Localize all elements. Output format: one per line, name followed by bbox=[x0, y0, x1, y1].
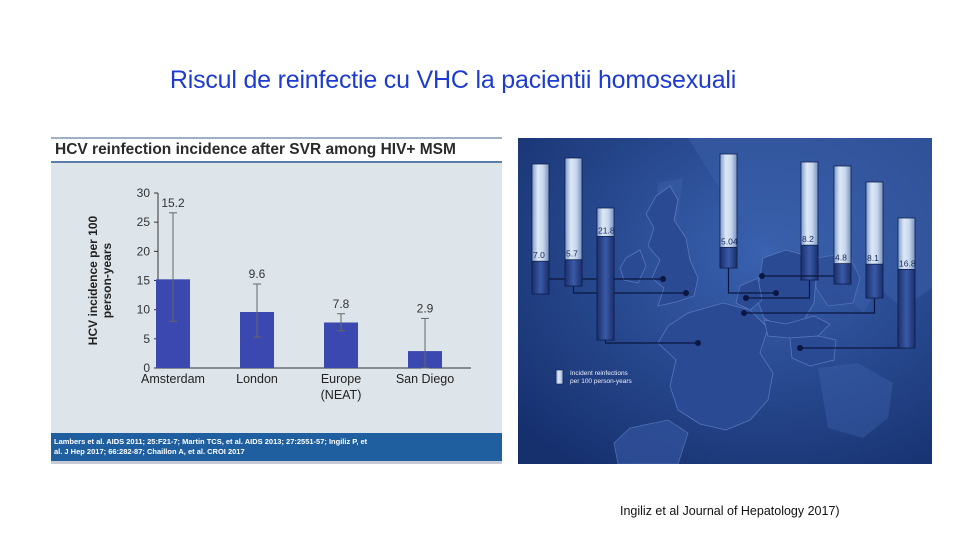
category-label: London bbox=[236, 372, 278, 386]
leader-line bbox=[727, 268, 776, 294]
reference-line: al. J Hep 2017; 66:282-87; Chaillon A, e… bbox=[54, 447, 245, 456]
references-footer: Lambers et al. AIDS 2011; 25:F21-7; Mart… bbox=[51, 433, 502, 464]
map-benelux bbox=[735, 277, 763, 311]
legend-swatch bbox=[555, 369, 564, 385]
y-tick-label: 20 bbox=[137, 244, 151, 258]
incidence-fill bbox=[531, 260, 550, 295]
city-marker bbox=[797, 345, 803, 351]
incidence-label: 5.04 bbox=[721, 236, 738, 246]
city-marker bbox=[660, 276, 666, 282]
y-tick-label: 5 bbox=[143, 332, 150, 346]
background-land bbox=[818, 363, 893, 438]
incidence-label: 16.8 bbox=[899, 258, 916, 268]
data-label: 15.2 bbox=[161, 196, 185, 210]
incidence-label: 7.0 bbox=[533, 250, 545, 260]
slide-title: Riscul de reinfectie cu VHC la pacientii… bbox=[169, 66, 737, 94]
y-tick-label: 0 bbox=[143, 361, 150, 375]
incidence-label: 21.8 bbox=[598, 225, 615, 235]
incidence-fill bbox=[564, 259, 583, 287]
incidence-label: 8.2 bbox=[802, 234, 814, 244]
category-label: San Diego bbox=[396, 372, 454, 386]
map-switzerland-austria bbox=[763, 315, 831, 339]
legend-label-line1: Incident reinfections bbox=[570, 370, 629, 377]
incidence-fill bbox=[865, 263, 884, 299]
europe-map-panel: 7.0 5.7 21.8 5.04 8.2 4.8 8.1 16.8 Incident rei… bbox=[518, 138, 932, 464]
map-uk bbox=[645, 185, 699, 307]
incidence-fill bbox=[800, 244, 819, 281]
category-label: Amsterdam bbox=[141, 372, 205, 386]
incidence-fill bbox=[897, 268, 916, 349]
incidence-label: 4.8 bbox=[835, 253, 847, 263]
y-tick-label: 15 bbox=[137, 274, 151, 288]
city-marker bbox=[741, 310, 747, 316]
category-label: Europe bbox=[321, 372, 361, 386]
y-tick-label: 10 bbox=[137, 303, 151, 317]
data-label: 9.6 bbox=[249, 267, 266, 281]
incidence-label: 5.7 bbox=[566, 249, 578, 259]
data-label: 2.9 bbox=[417, 301, 434, 315]
data-label: 7.8 bbox=[333, 297, 350, 311]
map-hungary bbox=[789, 335, 837, 367]
incidence-fill bbox=[596, 236, 615, 341]
bar-chart-panel: HCV reinfection incidence after SVR amon… bbox=[51, 137, 502, 464]
leader-line bbox=[746, 280, 811, 299]
y-axis-label: HCV incidence per 100person-years bbox=[86, 215, 114, 345]
city-marker bbox=[773, 290, 779, 296]
incidence-fill bbox=[719, 246, 738, 269]
legend-label-line2: per 100 person-years bbox=[570, 378, 633, 385]
map-legend: Incident reinfections per 100 person-yea… bbox=[555, 369, 633, 385]
bar-chart: 0 5 10 15 20 25 30 HCV incidence per 100person-… bbox=[86, 186, 471, 402]
city-marker bbox=[695, 340, 701, 346]
citation: Ingiliz et al Journal of Hepatology 2017… bbox=[620, 504, 840, 518]
category-sublabel: (NEAT) bbox=[321, 388, 362, 402]
map-iberia bbox=[613, 419, 689, 464]
y-tick-label: 30 bbox=[137, 186, 151, 200]
map-france bbox=[657, 302, 774, 431]
city-marker bbox=[759, 273, 765, 279]
reference-line: Lambers et al. AIDS 2011; 25:F21-7; Mart… bbox=[54, 437, 368, 446]
city-marker bbox=[743, 295, 749, 301]
chart-header: HCV reinfection incidence after SVR amon… bbox=[51, 137, 502, 163]
incidence-fill bbox=[833, 263, 852, 285]
europe-map: 7.0 5.7 21.8 5.04 8.2 4.8 8.1 16.8 Incident rei… bbox=[518, 138, 932, 464]
city-marker bbox=[683, 290, 689, 296]
leader-line bbox=[572, 286, 686, 294]
map-ireland bbox=[619, 249, 647, 284]
leader-line bbox=[744, 298, 876, 314]
incidence-label: 8.1 bbox=[867, 253, 879, 263]
y-tick-label: 25 bbox=[137, 215, 151, 229]
chart-title: HCV reinfection incidence after SVR amon… bbox=[55, 141, 456, 158]
leader-line bbox=[604, 340, 698, 344]
